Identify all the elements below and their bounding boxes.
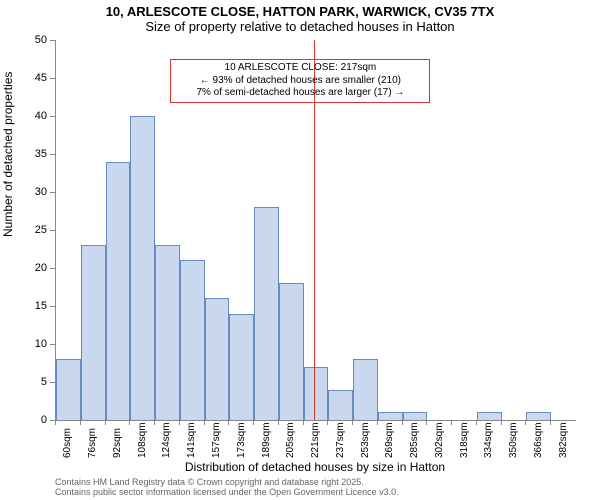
y-tick-label: 30	[35, 186, 47, 198]
x-tick-mark	[525, 420, 526, 425]
histogram-bar	[106, 162, 131, 420]
x-tick-mark	[129, 420, 130, 425]
x-tick-mark	[426, 420, 427, 425]
x-tick-label: 269sqm	[384, 422, 395, 458]
x-tick-mark	[377, 420, 378, 425]
x-tick-mark	[451, 420, 452, 425]
x-tick-mark	[303, 420, 304, 425]
chart-title-line1: 10, ARLESCOTE CLOSE, HATTON PARK, WARWIC…	[0, 4, 600, 19]
x-tick-label: 302sqm	[434, 422, 445, 458]
y-tick-label: 15	[35, 300, 47, 312]
y-tick-label: 40	[35, 110, 47, 122]
chart-title-block: 10, ARLESCOTE CLOSE, HATTON PARK, WARWIC…	[0, 0, 600, 34]
x-tick-label: 124sqm	[161, 422, 172, 458]
x-tick-label: 76sqm	[87, 428, 98, 458]
annotation-line: ← 93% of detached houses are smaller (21…	[175, 75, 425, 88]
y-tick-label: 25	[35, 224, 47, 236]
histogram-bar	[477, 412, 502, 420]
x-tick-label: 108sqm	[137, 422, 148, 458]
x-tick-label: 173sqm	[236, 422, 247, 458]
histogram-bar	[180, 260, 205, 420]
histogram-bar	[81, 245, 106, 420]
annotation-box: 10 ARLESCOTE CLOSE: 217sqm← 93% of detac…	[170, 59, 430, 103]
x-tick-label: 189sqm	[261, 422, 272, 458]
y-tick-label: 50	[35, 34, 47, 46]
x-tick-label: 92sqm	[112, 428, 123, 458]
chart-title-line2: Size of property relative to detached ho…	[0, 19, 600, 34]
histogram-bar	[526, 412, 551, 420]
x-tick-mark	[327, 420, 328, 425]
histogram-bar	[328, 390, 353, 420]
x-tick-mark	[55, 420, 56, 425]
histogram-chart: 10, ARLESCOTE CLOSE, HATTON PARK, WARWIC…	[0, 0, 600, 500]
x-tick-label: 350sqm	[508, 422, 519, 458]
x-tick-mark	[228, 420, 229, 425]
histogram-bar	[279, 283, 304, 420]
y-axis: 05101520253035404550	[0, 40, 55, 420]
histogram-bar	[353, 359, 378, 420]
plot-area: 10 ARLESCOTE CLOSE: 217sqm← 93% of detac…	[55, 40, 576, 421]
x-tick-mark	[253, 420, 254, 425]
x-tick-label: 382sqm	[558, 422, 569, 458]
histogram-bar	[130, 116, 155, 420]
footer-line2: Contains public sector information licen…	[55, 488, 399, 498]
x-tick-label: 157sqm	[211, 422, 222, 458]
x-tick-mark	[352, 420, 353, 425]
x-tick-label: 334sqm	[483, 422, 494, 458]
x-tick-label: 221sqm	[310, 422, 321, 458]
x-tick-mark	[278, 420, 279, 425]
footer-attribution: Contains HM Land Registry data © Crown c…	[55, 478, 399, 498]
x-tick-label: 366sqm	[533, 422, 544, 458]
x-tick-mark	[154, 420, 155, 425]
histogram-bar	[378, 412, 403, 420]
x-tick-label: 205sqm	[285, 422, 296, 458]
x-tick-mark	[179, 420, 180, 425]
histogram-bar	[155, 245, 180, 420]
x-axis-title: Distribution of detached houses by size …	[55, 460, 575, 474]
x-tick-mark	[204, 420, 205, 425]
x-tick-mark	[80, 420, 81, 425]
x-tick-label: 285sqm	[409, 422, 420, 458]
histogram-bar	[254, 207, 279, 420]
x-tick-mark	[550, 420, 551, 425]
annotation-line: 10 ARLESCOTE CLOSE: 217sqm	[175, 62, 425, 75]
x-tick-mark	[501, 420, 502, 425]
y-tick-label: 35	[35, 148, 47, 160]
x-tick-label: 60sqm	[62, 428, 73, 458]
y-tick-label: 45	[35, 72, 47, 84]
histogram-bar	[229, 314, 254, 420]
y-tick-label: 0	[41, 414, 47, 426]
y-tick-label: 10	[35, 338, 47, 350]
x-tick-label: 318sqm	[459, 422, 470, 458]
histogram-bar	[403, 412, 428, 420]
x-tick-label: 253sqm	[360, 422, 371, 458]
x-tick-label: 141sqm	[186, 422, 197, 458]
histogram-bar	[304, 367, 329, 420]
x-tick-mark	[105, 420, 106, 425]
histogram-bar	[205, 298, 230, 420]
x-tick-mark	[402, 420, 403, 425]
histogram-bar	[56, 359, 81, 420]
annotation-line: 7% of semi-detached houses are larger (1…	[175, 87, 425, 100]
y-tick-label: 5	[41, 376, 47, 388]
x-tick-mark	[476, 420, 477, 425]
x-tick-label: 237sqm	[335, 422, 346, 458]
y-tick-label: 20	[35, 262, 47, 274]
